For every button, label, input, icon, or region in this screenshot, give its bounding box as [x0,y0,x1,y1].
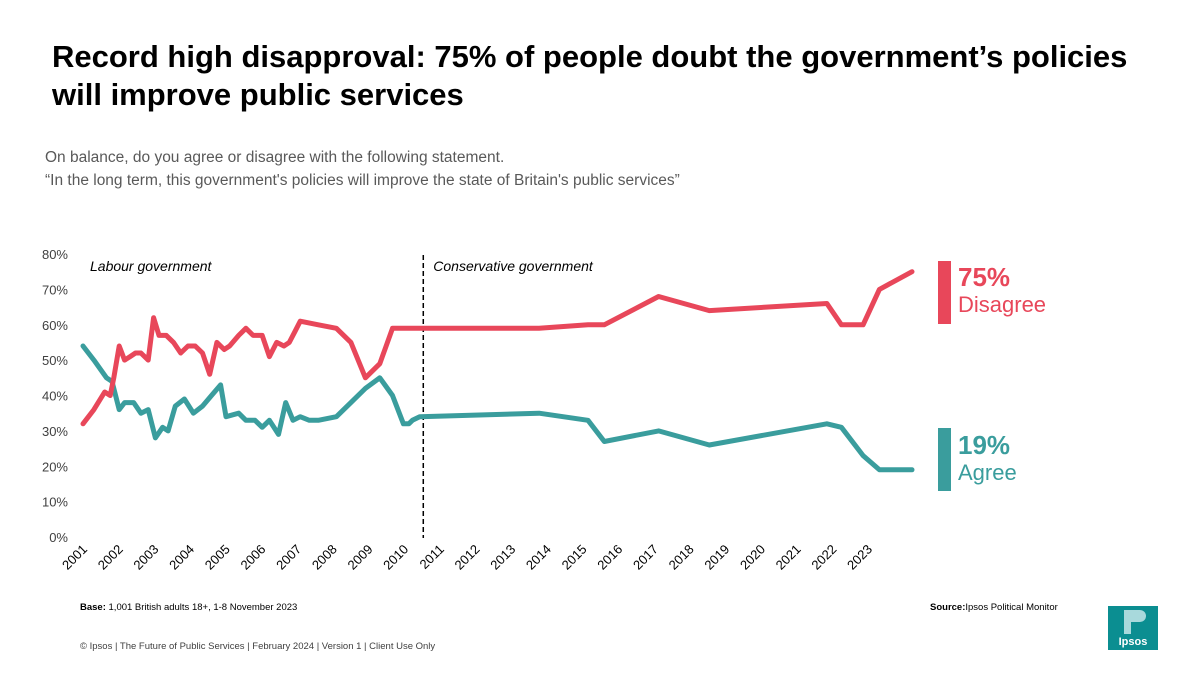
x-tick-label: 2023 [844,542,875,573]
agree-value: 19% [958,430,1011,460]
x-tick-label: 2016 [594,542,625,573]
x-tick-label: 2020 [737,542,768,573]
x-axis: 2001 2002 2003 2004 2005 2006 2007 2008 2009 2010… [59,542,875,573]
agree-marker [938,428,951,491]
x-tick-label: 2019 [701,542,732,573]
y-tick-label: 30% [42,424,68,439]
x-tick-label: 2009 [345,542,376,573]
x-tick-label: 2005 [202,542,233,573]
x-tick-label: 2017 [630,542,661,573]
chart-subtitle: On balance, do you agree or disagree wit… [45,146,945,192]
disagree-value: 75% [958,262,1011,292]
disagree-end-label: 75% Disagree [958,262,1046,318]
source-text: Ipsos Political Monitor [965,602,1058,613]
series-lines [80,269,915,473]
statement-text: “In the long term, this government's pol… [45,172,680,189]
ipsos-logo-mark: Ipsos [1119,610,1148,648]
y-tick-label: 70% [42,282,68,297]
ipsos-logo: Ipsos [1108,606,1158,650]
y-tick-label: 40% [42,389,68,404]
logo-text: Ipsos [1119,636,1148,648]
y-tick-label: 80% [42,247,68,262]
x-tick-label: 2018 [666,542,697,573]
y-tick-label: 20% [42,459,68,474]
y-tick-label: 50% [42,353,68,368]
y-tick-label: 60% [42,318,68,333]
chart-title: Record high disapproval: 75% of people d… [52,39,1128,112]
disagree-text: Disagree [958,292,1047,317]
disagree-marker [938,261,951,324]
y-tick-label: 0% [49,530,68,545]
base-note: Base: 1,001 British adults 18+, 1-8 Nove… [80,602,297,613]
x-tick-label: 2011 [417,542,447,572]
x-tick-label: 2014 [523,542,554,573]
y-tick-label: 10% [42,495,68,510]
x-tick-label: 2015 [559,542,590,573]
conservative-government-annotation: Conservative government [433,258,594,274]
agree-end-label: 19% Agree [958,430,1017,486]
source-label: Source: [930,602,966,613]
footer: © Ipsos | The Future of Public Services … [80,641,436,652]
question-text: On balance, do you agree or disagree wit… [45,149,505,166]
base-label: Base: [80,602,106,613]
agree-series-line [80,343,915,473]
x-tick-label: 2007 [273,542,304,573]
x-tick-label: 2002 [95,542,126,573]
x-tick-label: 2003 [130,542,161,573]
x-tick-label: 2021 [773,542,804,573]
disagree-series-line [80,269,915,427]
x-tick-label: 2012 [452,542,483,573]
labour-government-annotation: Labour government [90,258,213,274]
y-axis: 0% 10% 20% 30% 40% 50% 60% 70% 80% [42,247,68,545]
x-tick-label: 2013 [487,542,518,573]
x-tick-label: 2004 [166,542,197,573]
x-tick-label: 2010 [380,542,411,573]
x-tick-label: 2022 [808,542,839,573]
x-tick-label: 2008 [309,542,340,573]
source-note: Source:Ipsos Political Monitor [930,602,1058,613]
x-tick-label: 2006 [237,542,268,573]
base-text: 1,001 British adults 18+, 1-8 November 2… [108,602,298,613]
agree-text: Agree [958,460,1017,485]
x-tick-label: 2001 [59,542,90,573]
